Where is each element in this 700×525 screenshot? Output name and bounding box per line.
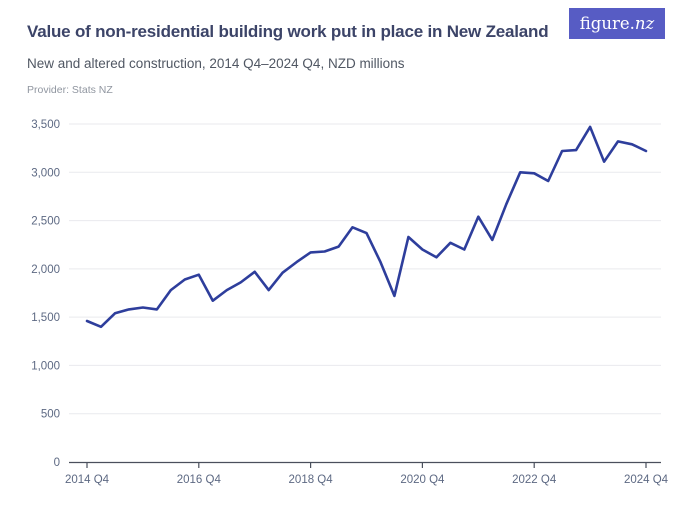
x-axis-tick-label: 2020 Q4 <box>400 474 445 486</box>
chart-provider: Provider: Stats NZ <box>27 84 113 96</box>
logo-text-suffix: nz <box>634 14 655 33</box>
y-axis-tick-label: 3,500 <box>31 119 60 131</box>
x-axis-tick-label: 2024 Q4 <box>624 474 669 486</box>
data-series-line <box>85 125 648 329</box>
chart-title: Value of non-residential building work p… <box>27 22 549 41</box>
y-axis-tick-label: 500 <box>41 409 60 421</box>
chart-subtitle: New and altered construction, 2014 Q4–20… <box>27 56 405 71</box>
x-axis-tick-label: 2022 Q4 <box>512 474 557 486</box>
y-axis-tick-label: 0 <box>54 457 60 469</box>
logo-text-main: figure. <box>579 14 635 33</box>
x-axis-tick-label: 2014 Q4 <box>65 474 110 486</box>
x-axis-tick-label: 2016 Q4 <box>177 474 222 486</box>
y-axis-tick-label: 3,000 <box>31 167 60 179</box>
figure-nz-logo[interactable]: figure.nz <box>569 8 665 39</box>
logo-wordmark: figure.nz <box>580 14 654 33</box>
y-axis-tick-label: 1,000 <box>31 360 60 372</box>
y-axis-tick-label: 1,500 <box>31 312 60 324</box>
y-axis-tick-label: 2,000 <box>31 264 60 276</box>
x-axis-tick-label: 2018 Q4 <box>289 474 334 486</box>
y-axis-tick-label: 2,500 <box>31 216 60 228</box>
